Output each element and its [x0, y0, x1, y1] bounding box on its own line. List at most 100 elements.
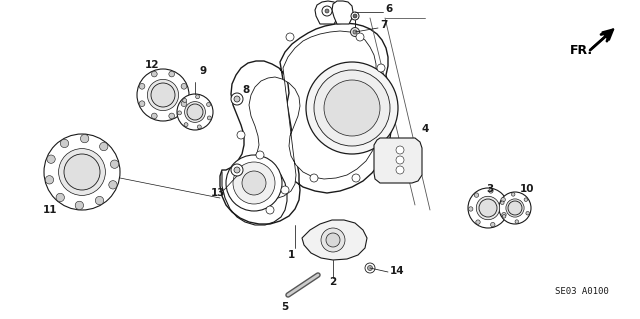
- Circle shape: [45, 176, 54, 184]
- Circle shape: [59, 149, 106, 196]
- Circle shape: [152, 113, 157, 119]
- Text: 1: 1: [287, 250, 294, 260]
- Circle shape: [44, 134, 120, 210]
- Circle shape: [325, 9, 329, 13]
- Circle shape: [476, 196, 500, 220]
- Circle shape: [508, 201, 522, 215]
- Polygon shape: [220, 23, 392, 224]
- Circle shape: [256, 151, 264, 159]
- Text: 9: 9: [199, 66, 206, 76]
- Circle shape: [237, 131, 245, 139]
- Circle shape: [56, 193, 65, 202]
- Text: FR.: FR.: [570, 43, 593, 56]
- Circle shape: [226, 155, 282, 211]
- Circle shape: [110, 160, 119, 168]
- Text: 8: 8: [242, 85, 249, 95]
- Circle shape: [511, 193, 515, 196]
- Circle shape: [169, 71, 175, 77]
- Circle shape: [499, 192, 531, 224]
- Polygon shape: [302, 220, 367, 260]
- Circle shape: [231, 93, 243, 105]
- Circle shape: [351, 12, 359, 20]
- Text: 3: 3: [486, 184, 493, 194]
- Circle shape: [177, 111, 182, 115]
- Circle shape: [502, 215, 506, 218]
- Polygon shape: [315, 1, 339, 24]
- Circle shape: [501, 197, 506, 202]
- Circle shape: [234, 96, 240, 102]
- Circle shape: [396, 166, 404, 174]
- Circle shape: [75, 201, 84, 210]
- Text: 6: 6: [385, 4, 392, 14]
- Circle shape: [196, 95, 200, 99]
- Circle shape: [476, 220, 480, 224]
- Circle shape: [152, 71, 157, 77]
- Circle shape: [306, 62, 398, 154]
- Circle shape: [526, 211, 529, 215]
- Circle shape: [139, 84, 145, 89]
- Circle shape: [109, 181, 117, 189]
- Circle shape: [396, 146, 404, 154]
- Circle shape: [100, 142, 108, 151]
- Circle shape: [231, 164, 243, 176]
- Circle shape: [207, 116, 211, 120]
- Text: 4: 4: [422, 124, 429, 134]
- Text: 7: 7: [380, 20, 387, 30]
- Circle shape: [197, 125, 201, 129]
- Polygon shape: [332, 1, 353, 24]
- Circle shape: [515, 220, 518, 223]
- Circle shape: [377, 64, 385, 72]
- Circle shape: [326, 233, 340, 247]
- Circle shape: [524, 198, 527, 201]
- Circle shape: [266, 206, 274, 214]
- Circle shape: [60, 139, 68, 148]
- Text: 14: 14: [390, 266, 404, 276]
- Circle shape: [479, 199, 497, 217]
- Polygon shape: [374, 138, 422, 183]
- Circle shape: [377, 146, 385, 154]
- Circle shape: [353, 14, 357, 18]
- Circle shape: [500, 201, 504, 204]
- Circle shape: [242, 171, 266, 195]
- Circle shape: [184, 101, 205, 122]
- Text: 5: 5: [282, 302, 289, 312]
- Text: 11: 11: [43, 205, 57, 215]
- Circle shape: [353, 30, 357, 34]
- Circle shape: [139, 101, 145, 107]
- Circle shape: [234, 167, 240, 173]
- Circle shape: [169, 113, 175, 119]
- Circle shape: [233, 162, 275, 204]
- Text: SE03 A0100: SE03 A0100: [555, 287, 609, 296]
- Circle shape: [182, 99, 187, 102]
- Circle shape: [177, 94, 213, 130]
- Text: 2: 2: [330, 277, 337, 287]
- Circle shape: [181, 84, 187, 89]
- Circle shape: [151, 83, 175, 107]
- Circle shape: [351, 27, 360, 36]
- Circle shape: [281, 186, 289, 194]
- Circle shape: [489, 189, 493, 193]
- Circle shape: [314, 70, 390, 146]
- Circle shape: [137, 69, 189, 121]
- Circle shape: [356, 33, 364, 41]
- Text: 13: 13: [211, 188, 225, 198]
- Circle shape: [64, 154, 100, 190]
- Text: 10: 10: [520, 184, 534, 194]
- Circle shape: [352, 174, 360, 182]
- Circle shape: [502, 212, 506, 217]
- Circle shape: [468, 188, 508, 228]
- Circle shape: [474, 193, 479, 197]
- Circle shape: [286, 33, 294, 41]
- Circle shape: [95, 197, 104, 205]
- Circle shape: [310, 174, 318, 182]
- Circle shape: [365, 263, 375, 273]
- Circle shape: [396, 156, 404, 164]
- Circle shape: [207, 102, 211, 107]
- Circle shape: [321, 228, 345, 252]
- Circle shape: [506, 199, 524, 217]
- Circle shape: [491, 222, 495, 227]
- Text: 12: 12: [145, 60, 159, 70]
- Circle shape: [184, 123, 188, 127]
- Circle shape: [367, 265, 372, 271]
- Circle shape: [81, 134, 89, 143]
